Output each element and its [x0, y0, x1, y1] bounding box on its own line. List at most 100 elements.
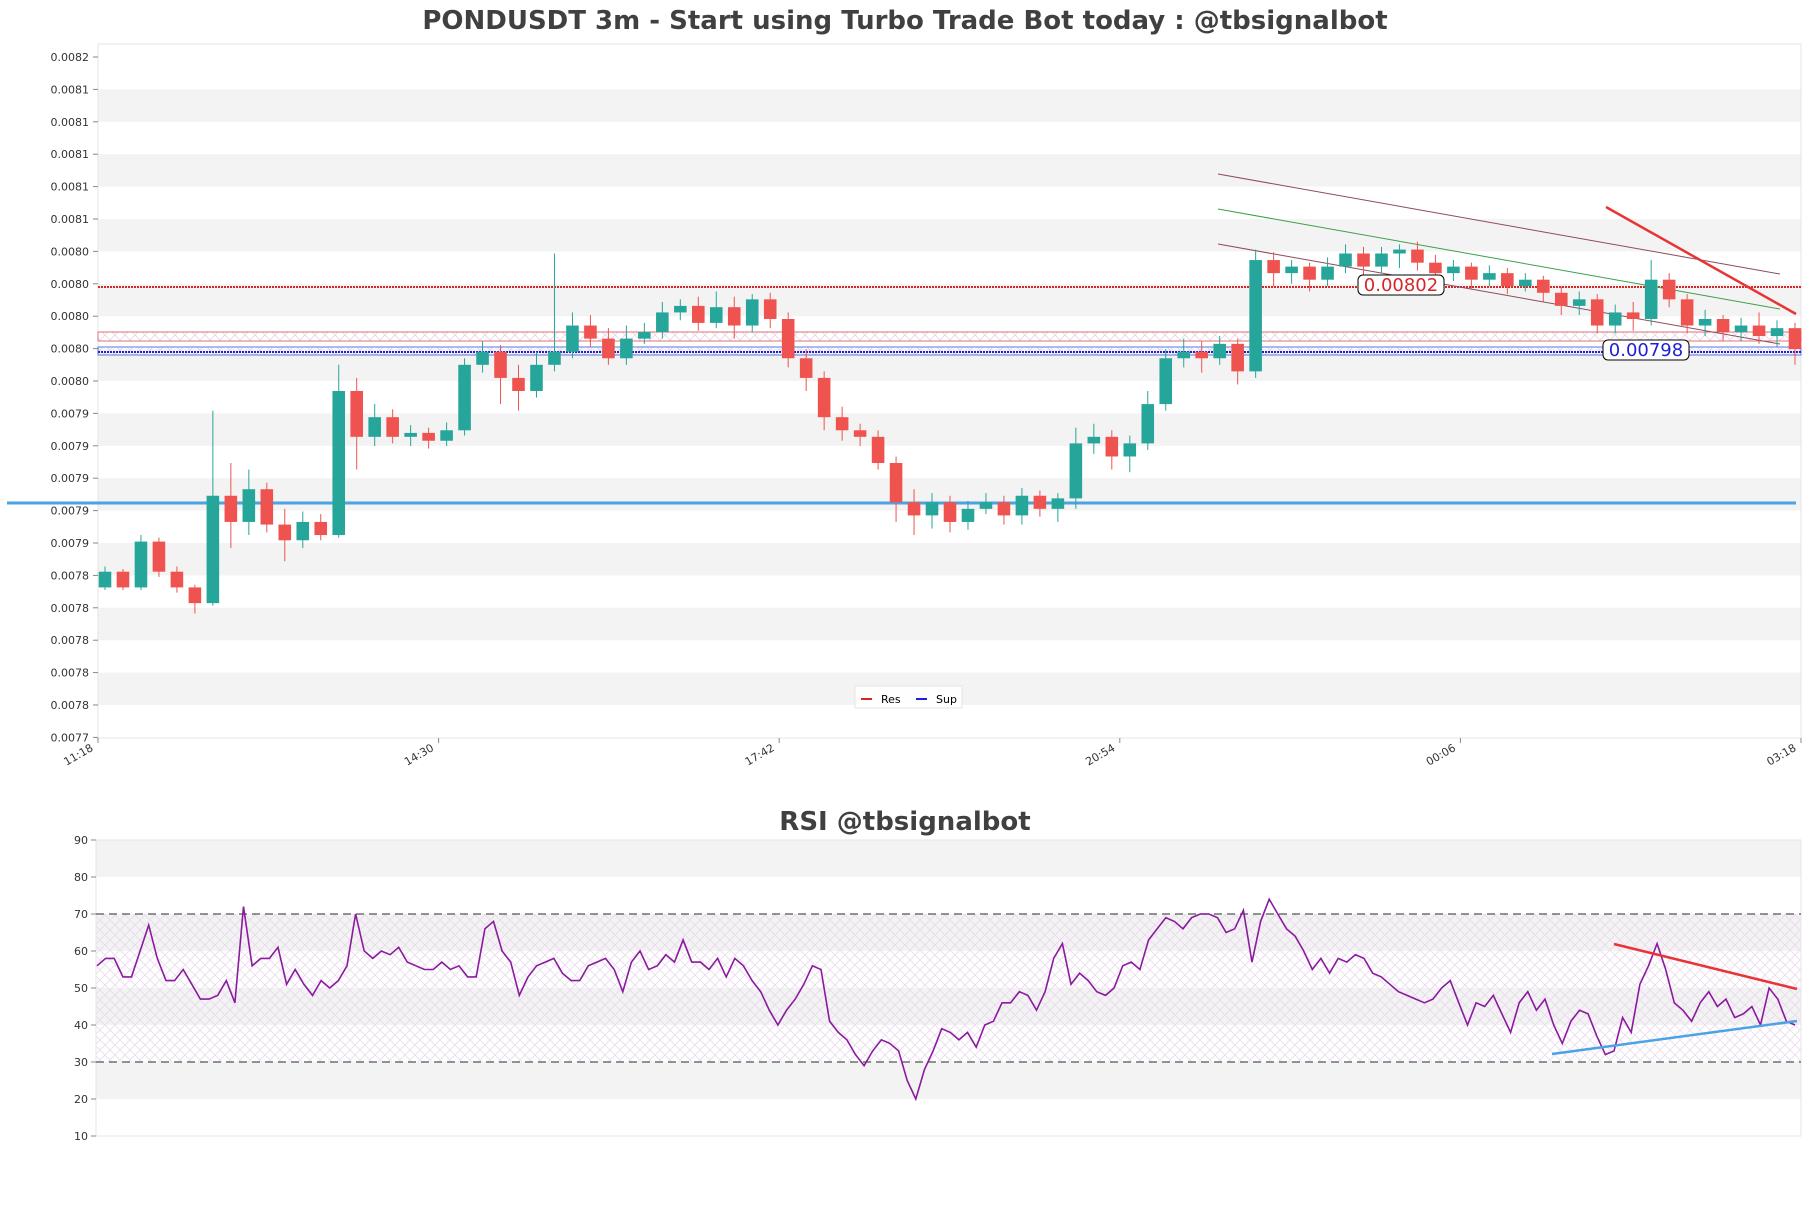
candle-body — [907, 502, 921, 516]
candle-body — [368, 417, 381, 437]
time-x-tick-label: 20:54 — [1083, 741, 1117, 768]
candle-body — [1105, 436, 1119, 457]
candle-body — [476, 351, 489, 365]
channel-lower-line — [1217, 243, 1781, 345]
price-chart-title: PONDUSDT 3m - Start using Turbo Trade Bo… — [422, 6, 1387, 36]
candle-body — [1321, 266, 1334, 280]
candle-body — [692, 305, 705, 323]
candle-body — [1572, 299, 1586, 306]
time-x-axis: 11:18 14:30 17:42 20:54 00:06 03:18 — [62, 738, 1802, 768]
candle-body — [979, 502, 993, 509]
time-x-tick-label: 17:42 — [743, 741, 777, 768]
candle-body — [1195, 351, 1208, 359]
price-y-tick-label: 0.0082 — [51, 51, 90, 64]
candle-body — [1159, 358, 1173, 405]
candle-body — [278, 524, 292, 541]
rsi-grid-band — [96, 1062, 1801, 1099]
candle-body — [1357, 253, 1370, 267]
candle-body — [152, 541, 166, 572]
rsi-series — [96, 897, 1796, 1102]
price-y-tick-label: 0.0078 — [51, 699, 90, 712]
candle-body — [512, 377, 525, 391]
time-x-tick-label: 00:06 — [1424, 741, 1458, 768]
candle-body — [1393, 249, 1406, 254]
candle-body — [188, 587, 202, 604]
price-y-tick-label: 0.0081 — [51, 148, 90, 161]
candle-body — [1231, 343, 1244, 372]
resistance-label: 0.00802 — [1364, 275, 1438, 296]
candle-body — [1051, 498, 1065, 509]
candle-body — [1303, 266, 1316, 280]
price-grid-band — [98, 219, 1801, 252]
price-grid-band — [98, 413, 1801, 446]
candle-body — [817, 377, 831, 418]
candle-body — [440, 430, 453, 441]
resistance-zone — [97, 331, 1802, 342]
time-x-tick-label: 11:18 — [62, 741, 96, 768]
price-y-tick-label: 0.0081 — [51, 116, 90, 129]
rsi-reference-lines — [96, 913, 1801, 1063]
candle-body — [314, 521, 328, 536]
candle-body — [727, 307, 741, 326]
candle-body — [1483, 273, 1496, 280]
candle-body — [1375, 253, 1388, 267]
rsi-chart-title: RSI @tbsignalbot — [779, 807, 1030, 837]
rsi-y-tick-label: 20 — [74, 1093, 88, 1106]
candle-body — [386, 417, 399, 437]
candle-body — [1411, 249, 1424, 263]
candle-body — [134, 541, 148, 588]
price-y-tick-label: 0.0077 — [51, 731, 90, 744]
candle-body — [1015, 495, 1029, 516]
rsi-y-tick-label: 10 — [74, 1130, 88, 1143]
price-labels: 0.00802 0.00798 — [1357, 274, 1690, 361]
rsi-y-tick-label: 60 — [74, 945, 88, 958]
rsi-y-tick-label: 30 — [74, 1056, 88, 1069]
candle-body — [116, 571, 130, 588]
price-y-tick-label: 0.0080 — [51, 278, 90, 291]
candle-body — [709, 307, 723, 323]
candle-body — [170, 571, 184, 588]
legend: Res Sup — [854, 685, 963, 709]
candle-body — [98, 571, 112, 588]
candle-body — [332, 391, 346, 536]
candle-body — [1662, 279, 1676, 300]
candle-body — [763, 299, 777, 319]
price-y-tick-label: 0.0078 — [51, 634, 90, 647]
time-x-tick-label: 14:30 — [402, 741, 436, 768]
candle-body — [1519, 279, 1532, 287]
candle-body — [1752, 325, 1766, 337]
candle-body — [674, 305, 687, 313]
candle-body — [1554, 292, 1568, 306]
price-y-tick-label: 0.0080 — [51, 310, 90, 323]
candle-body — [1590, 299, 1604, 326]
candle-body — [620, 338, 633, 359]
candle-body — [1644, 279, 1658, 319]
price-y-tick-label: 0.0078 — [51, 602, 90, 615]
candle-body — [925, 502, 939, 516]
price-grid-band — [98, 607, 1801, 641]
candle-body — [350, 391, 363, 437]
candle-body — [638, 332, 651, 339]
price-y-tick-label: 0.0079 — [51, 505, 90, 518]
legend-sup-label: Sup — [936, 693, 957, 706]
price-y-tick-label: 0.0081 — [51, 181, 90, 194]
support-label: 0.00798 — [1609, 340, 1683, 361]
price-grid-band — [98, 283, 1801, 317]
candle-body — [1123, 443, 1137, 457]
price-y-tick-label: 0.0079 — [51, 472, 90, 485]
candle-body — [745, 299, 759, 326]
rsi-y-tick-label: 80 — [74, 871, 88, 884]
candle-body — [943, 502, 957, 522]
candle-body — [422, 432, 435, 441]
candle-body — [1249, 260, 1262, 372]
rsi-grid-band — [96, 840, 1801, 877]
candle-body — [566, 325, 579, 352]
candle-body — [1501, 273, 1514, 287]
candle-body — [1177, 351, 1191, 359]
price-y-tick-label: 0.0080 — [51, 343, 90, 356]
rsi-y-tick-label: 50 — [74, 982, 88, 995]
candle-body — [1788, 328, 1802, 350]
rsi-trend-lines — [1551, 942, 1798, 1056]
price-y-tick-label: 0.0078 — [51, 667, 90, 680]
